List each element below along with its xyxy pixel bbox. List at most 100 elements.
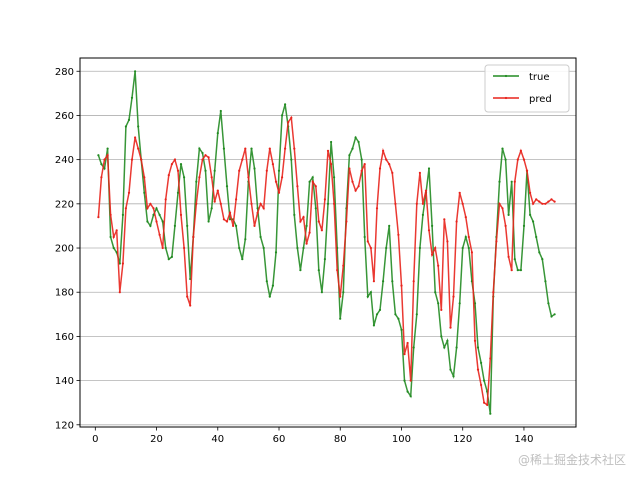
data-point-pred bbox=[440, 308, 443, 311]
y-tick-label: 120 bbox=[55, 420, 74, 431]
data-point-pred bbox=[369, 246, 372, 250]
data-point-pred bbox=[293, 147, 296, 150]
data-point-pred bbox=[538, 200, 541, 203]
data-point-pred bbox=[299, 220, 302, 223]
data-point-pred bbox=[375, 207, 379, 210]
data-point-pred bbox=[553, 200, 556, 203]
data-point-pred bbox=[219, 202, 222, 205]
data-point-true bbox=[547, 302, 550, 305]
data-point-true bbox=[100, 163, 103, 166]
data-point-true bbox=[259, 235, 262, 239]
data-point-true bbox=[97, 154, 100, 157]
data-point-pred bbox=[544, 202, 547, 205]
data-point-true bbox=[464, 235, 467, 239]
data-point-pred bbox=[498, 202, 501, 205]
data-point-pred bbox=[525, 169, 529, 172]
data-point-pred bbox=[152, 207, 155, 210]
data-point-true bbox=[183, 176, 186, 179]
data-point-pred bbox=[348, 167, 351, 170]
data-point-pred bbox=[198, 176, 201, 179]
data-point-true bbox=[228, 218, 232, 221]
data-point-true bbox=[391, 280, 394, 283]
data-point-pred bbox=[232, 224, 235, 227]
legend-label-pred: pred bbox=[529, 94, 552, 105]
data-point-pred bbox=[149, 202, 152, 205]
data-point-pred bbox=[342, 264, 345, 267]
data-point-true bbox=[262, 246, 265, 250]
data-point-pred bbox=[201, 158, 204, 161]
data-point-true bbox=[149, 224, 152, 227]
data-point-true bbox=[207, 220, 210, 223]
data-point-true bbox=[372, 324, 375, 327]
data-point-pred bbox=[103, 158, 106, 161]
data-point-pred bbox=[274, 180, 278, 183]
data-point-true bbox=[241, 258, 244, 261]
data-point-true bbox=[403, 379, 406, 382]
data-point-true bbox=[274, 251, 278, 254]
data-point-pred bbox=[287, 121, 290, 124]
data-point-true bbox=[244, 238, 247, 241]
data-point-pred bbox=[235, 198, 238, 201]
data-point-true bbox=[369, 291, 372, 294]
data-point-pred bbox=[535, 198, 538, 201]
data-point-pred bbox=[173, 158, 176, 161]
data-point-true bbox=[296, 246, 299, 250]
data-point-pred bbox=[290, 116, 293, 119]
data-point-pred bbox=[137, 147, 140, 150]
data-point-true bbox=[516, 269, 519, 272]
data-point-pred bbox=[486, 403, 489, 406]
data-point-true bbox=[394, 313, 397, 316]
data-point-true bbox=[103, 167, 106, 170]
y-tick-label: 280 bbox=[55, 67, 74, 78]
data-point-true bbox=[431, 224, 434, 227]
data-point-true bbox=[305, 224, 308, 227]
data-point-pred bbox=[406, 341, 409, 345]
data-point-true bbox=[480, 361, 483, 364]
data-point-true bbox=[179, 163, 183, 166]
data-point-true bbox=[216, 132, 219, 135]
data-point-true bbox=[455, 346, 458, 349]
data-point-true bbox=[541, 258, 544, 261]
data-point-true bbox=[333, 176, 336, 179]
data-point-pred bbox=[532, 202, 535, 205]
data-point-pred bbox=[109, 213, 112, 216]
grid-lines bbox=[80, 70, 576, 426]
data-point-true bbox=[198, 147, 201, 150]
data-point-pred bbox=[170, 163, 173, 166]
data-point-pred bbox=[455, 220, 458, 223]
data-point-true bbox=[195, 180, 198, 183]
data-point-pred bbox=[118, 291, 121, 294]
data-point-pred bbox=[470, 251, 473, 254]
data-point-pred bbox=[378, 167, 382, 170]
x-tick-label: 120 bbox=[453, 434, 472, 445]
data-point-pred bbox=[302, 216, 305, 219]
data-point-true bbox=[501, 147, 504, 150]
data-point-pred bbox=[550, 198, 553, 201]
data-point-true bbox=[250, 147, 253, 150]
data-point-true bbox=[351, 147, 354, 150]
data-point-pred bbox=[311, 180, 314, 183]
x-tick-label: 60 bbox=[273, 434, 286, 445]
data-point-true bbox=[388, 224, 391, 227]
data-point-true bbox=[538, 251, 541, 254]
legend-marker-true bbox=[504, 74, 508, 78]
data-point-pred bbox=[158, 233, 161, 236]
data-point-true bbox=[437, 302, 440, 305]
data-point-pred bbox=[115, 229, 118, 232]
data-point-pred bbox=[483, 401, 486, 404]
data-point-pred bbox=[409, 379, 412, 382]
data-point-pred bbox=[333, 202, 336, 205]
x-tick-label: 80 bbox=[334, 434, 347, 445]
data-point-true bbox=[529, 213, 532, 216]
data-point-pred bbox=[363, 163, 366, 166]
data-point-true bbox=[385, 246, 388, 250]
data-point-pred bbox=[427, 229, 431, 232]
data-point-true bbox=[134, 70, 137, 73]
data-point-pred bbox=[513, 180, 516, 183]
data-point-pred bbox=[403, 353, 406, 356]
data-point-true bbox=[553, 313, 556, 316]
y-tick-label: 140 bbox=[55, 376, 74, 387]
data-point-true bbox=[323, 258, 326, 261]
data-point-true bbox=[449, 368, 452, 371]
data-point-pred bbox=[458, 191, 461, 194]
